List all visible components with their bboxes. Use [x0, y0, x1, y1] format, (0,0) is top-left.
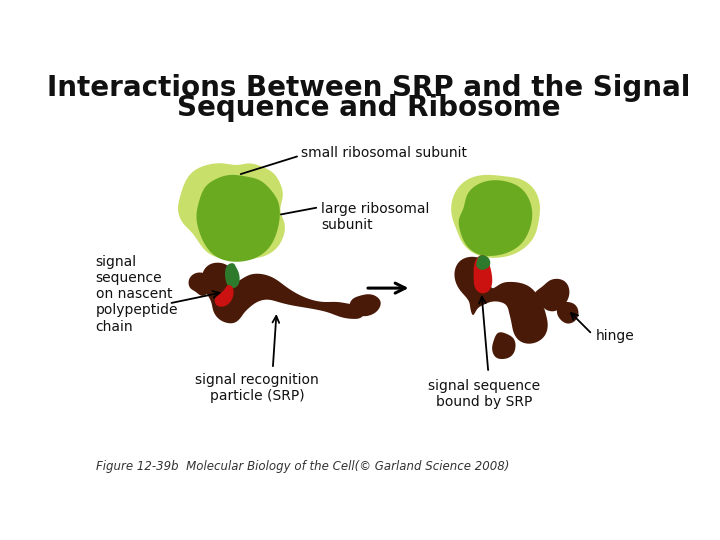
- Text: Sequence and Ribosome: Sequence and Ribosome: [177, 94, 561, 122]
- Text: hinge: hinge: [596, 329, 635, 343]
- Polygon shape: [350, 294, 381, 316]
- Text: large ribosomal
subunit: large ribosomal subunit: [321, 202, 430, 232]
- Polygon shape: [477, 255, 490, 270]
- Polygon shape: [557, 302, 578, 323]
- Text: signal recognition
particle (SRP): signal recognition particle (SRP): [195, 373, 319, 403]
- Polygon shape: [534, 279, 570, 311]
- Text: signal
sequence
on nascent
polypeptide
chain: signal sequence on nascent polypeptide c…: [96, 255, 178, 334]
- Text: Interactions Between SRP and the Signal: Interactions Between SRP and the Signal: [48, 74, 690, 102]
- Polygon shape: [459, 180, 532, 256]
- Polygon shape: [202, 262, 365, 323]
- Polygon shape: [189, 273, 211, 296]
- Polygon shape: [225, 263, 240, 288]
- Polygon shape: [474, 255, 492, 293]
- Text: signal sequence
bound by SRP: signal sequence bound by SRP: [428, 379, 541, 409]
- Text: small ribosomal subunit: small ribosomal subunit: [301, 146, 467, 160]
- Polygon shape: [215, 285, 233, 307]
- Polygon shape: [178, 163, 285, 261]
- Polygon shape: [197, 175, 280, 262]
- Polygon shape: [451, 175, 540, 258]
- Polygon shape: [492, 332, 516, 359]
- Text: Figure 12-39b  Molecular Biology of the Cell(© Garland Science 2008): Figure 12-39b Molecular Biology of the C…: [96, 460, 509, 473]
- Polygon shape: [454, 257, 548, 343]
